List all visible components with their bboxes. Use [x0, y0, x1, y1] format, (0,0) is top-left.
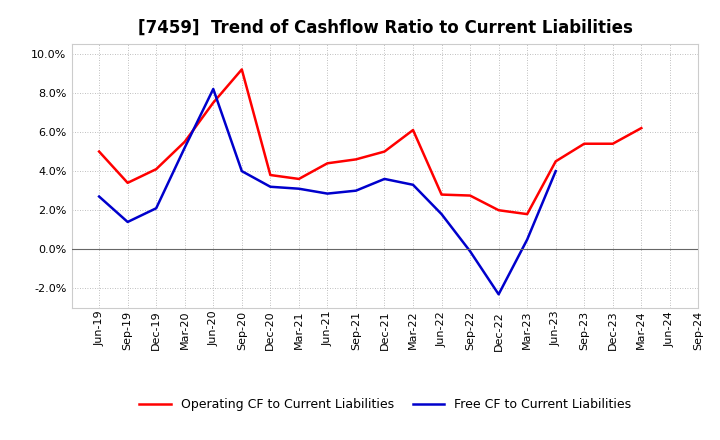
Operating CF to Current Liabilities: [552, 159, 560, 164]
Free CF to Current Liabilities: [123, 219, 132, 224]
Free CF to Current Liabilities: [323, 191, 332, 196]
Operating CF to Current Liabilities: [523, 212, 531, 217]
Title: [7459]  Trend of Cashflow Ratio to Current Liabilities: [7459] Trend of Cashflow Ratio to Curren…: [138, 19, 633, 37]
Operating CF to Current Liabilities: [181, 139, 189, 144]
Free CF to Current Liabilities: [608, 139, 617, 144]
Operating CF to Current Liabilities: [294, 176, 303, 182]
Operating CF to Current Liabilities: [495, 208, 503, 213]
Free CF to Current Liabilities: [181, 145, 189, 150]
Operating CF to Current Liabilities: [437, 192, 446, 197]
Operating CF to Current Liabilities: [608, 141, 617, 147]
Operating CF to Current Liabilities: [351, 157, 360, 162]
Operating CF to Current Liabilities: [266, 172, 274, 178]
Free CF to Current Liabilities: [294, 186, 303, 191]
Operating CF to Current Liabilities: [238, 67, 246, 72]
Line: Operating CF to Current Liabilities: Operating CF to Current Liabilities: [99, 70, 642, 214]
Free CF to Current Liabilities: [209, 86, 217, 92]
Free CF to Current Liabilities: [523, 237, 531, 242]
Operating CF to Current Liabilities: [209, 100, 217, 105]
Operating CF to Current Liabilities: [637, 125, 646, 131]
Line: Free CF to Current Liabilities: Free CF to Current Liabilities: [99, 89, 613, 294]
Free CF to Current Liabilities: [266, 184, 274, 189]
Free CF to Current Liabilities: [466, 249, 474, 254]
Operating CF to Current Liabilities: [466, 193, 474, 198]
Free CF to Current Liabilities: [238, 169, 246, 174]
Free CF to Current Liabilities: [495, 292, 503, 297]
Free CF to Current Liabilities: [152, 205, 161, 211]
Free CF to Current Liabilities: [95, 194, 104, 199]
Operating CF to Current Liabilities: [409, 128, 418, 133]
Free CF to Current Liabilities: [552, 169, 560, 174]
Free CF to Current Liabilities: [380, 176, 389, 182]
Operating CF to Current Liabilities: [95, 149, 104, 154]
Free CF to Current Liabilities: [351, 188, 360, 193]
Free CF to Current Liabilities: [437, 212, 446, 217]
Operating CF to Current Liabilities: [580, 141, 588, 147]
Free CF to Current Liabilities: [409, 182, 418, 187]
Legend: Operating CF to Current Liabilities, Free CF to Current Liabilities: Operating CF to Current Liabilities, Fre…: [135, 393, 636, 416]
Operating CF to Current Liabilities: [123, 180, 132, 186]
Operating CF to Current Liabilities: [323, 161, 332, 166]
Operating CF to Current Liabilities: [380, 149, 389, 154]
Operating CF to Current Liabilities: [152, 166, 161, 172]
